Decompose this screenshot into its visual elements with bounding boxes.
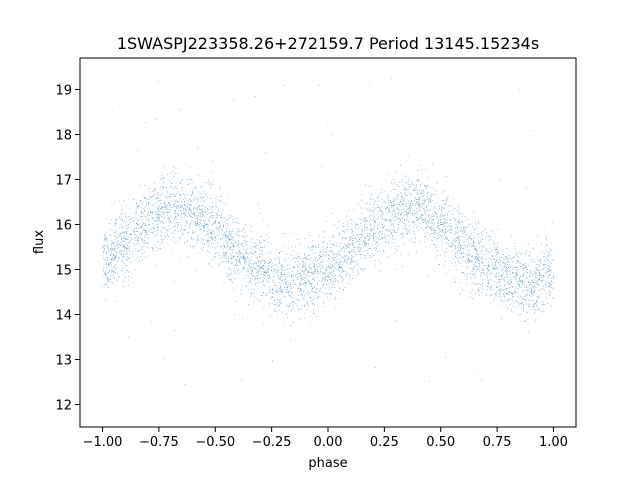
chart-title: 1SWASPJ223358.26+272159.7 Period 13145.1… bbox=[117, 34, 539, 53]
x-tick-label: −0.50 bbox=[195, 435, 235, 450]
plot-frame bbox=[79, 57, 577, 428]
x-tick-label: −0.75 bbox=[139, 435, 179, 450]
x-tick-label: 0.50 bbox=[426, 435, 455, 450]
y-tick-label: 16 bbox=[55, 219, 72, 234]
y-tick-label: 13 bbox=[55, 354, 72, 369]
points-layer bbox=[102, 78, 554, 385]
y-axis-label: flux bbox=[32, 230, 47, 254]
x-axis-label: phase bbox=[308, 456, 347, 471]
x-tick-label: 0.00 bbox=[314, 435, 343, 450]
x-tick-label: 0.25 bbox=[370, 435, 399, 450]
y-tick-label: 15 bbox=[55, 264, 72, 279]
x-axis: −1.00 −0.75 −0.50 −0.25 0.00 0.25 0.50 0.75 1.00 bbox=[83, 427, 568, 450]
data-points bbox=[102, 78, 554, 385]
x-tick-label: 0.75 bbox=[483, 435, 512, 450]
y-axis: 12 13 14 15 16 17 18 19 bbox=[55, 84, 80, 414]
x-tick-label: −1.00 bbox=[83, 435, 123, 450]
x-tick-label: −0.25 bbox=[252, 435, 292, 450]
x-tick-label: 1.00 bbox=[539, 435, 568, 450]
y-tick-label: 14 bbox=[55, 309, 72, 324]
y-tick-label: 12 bbox=[55, 399, 72, 414]
y-tick-label: 19 bbox=[55, 84, 72, 99]
y-tick-label: 17 bbox=[55, 174, 72, 189]
y-tick-label: 18 bbox=[55, 129, 72, 144]
